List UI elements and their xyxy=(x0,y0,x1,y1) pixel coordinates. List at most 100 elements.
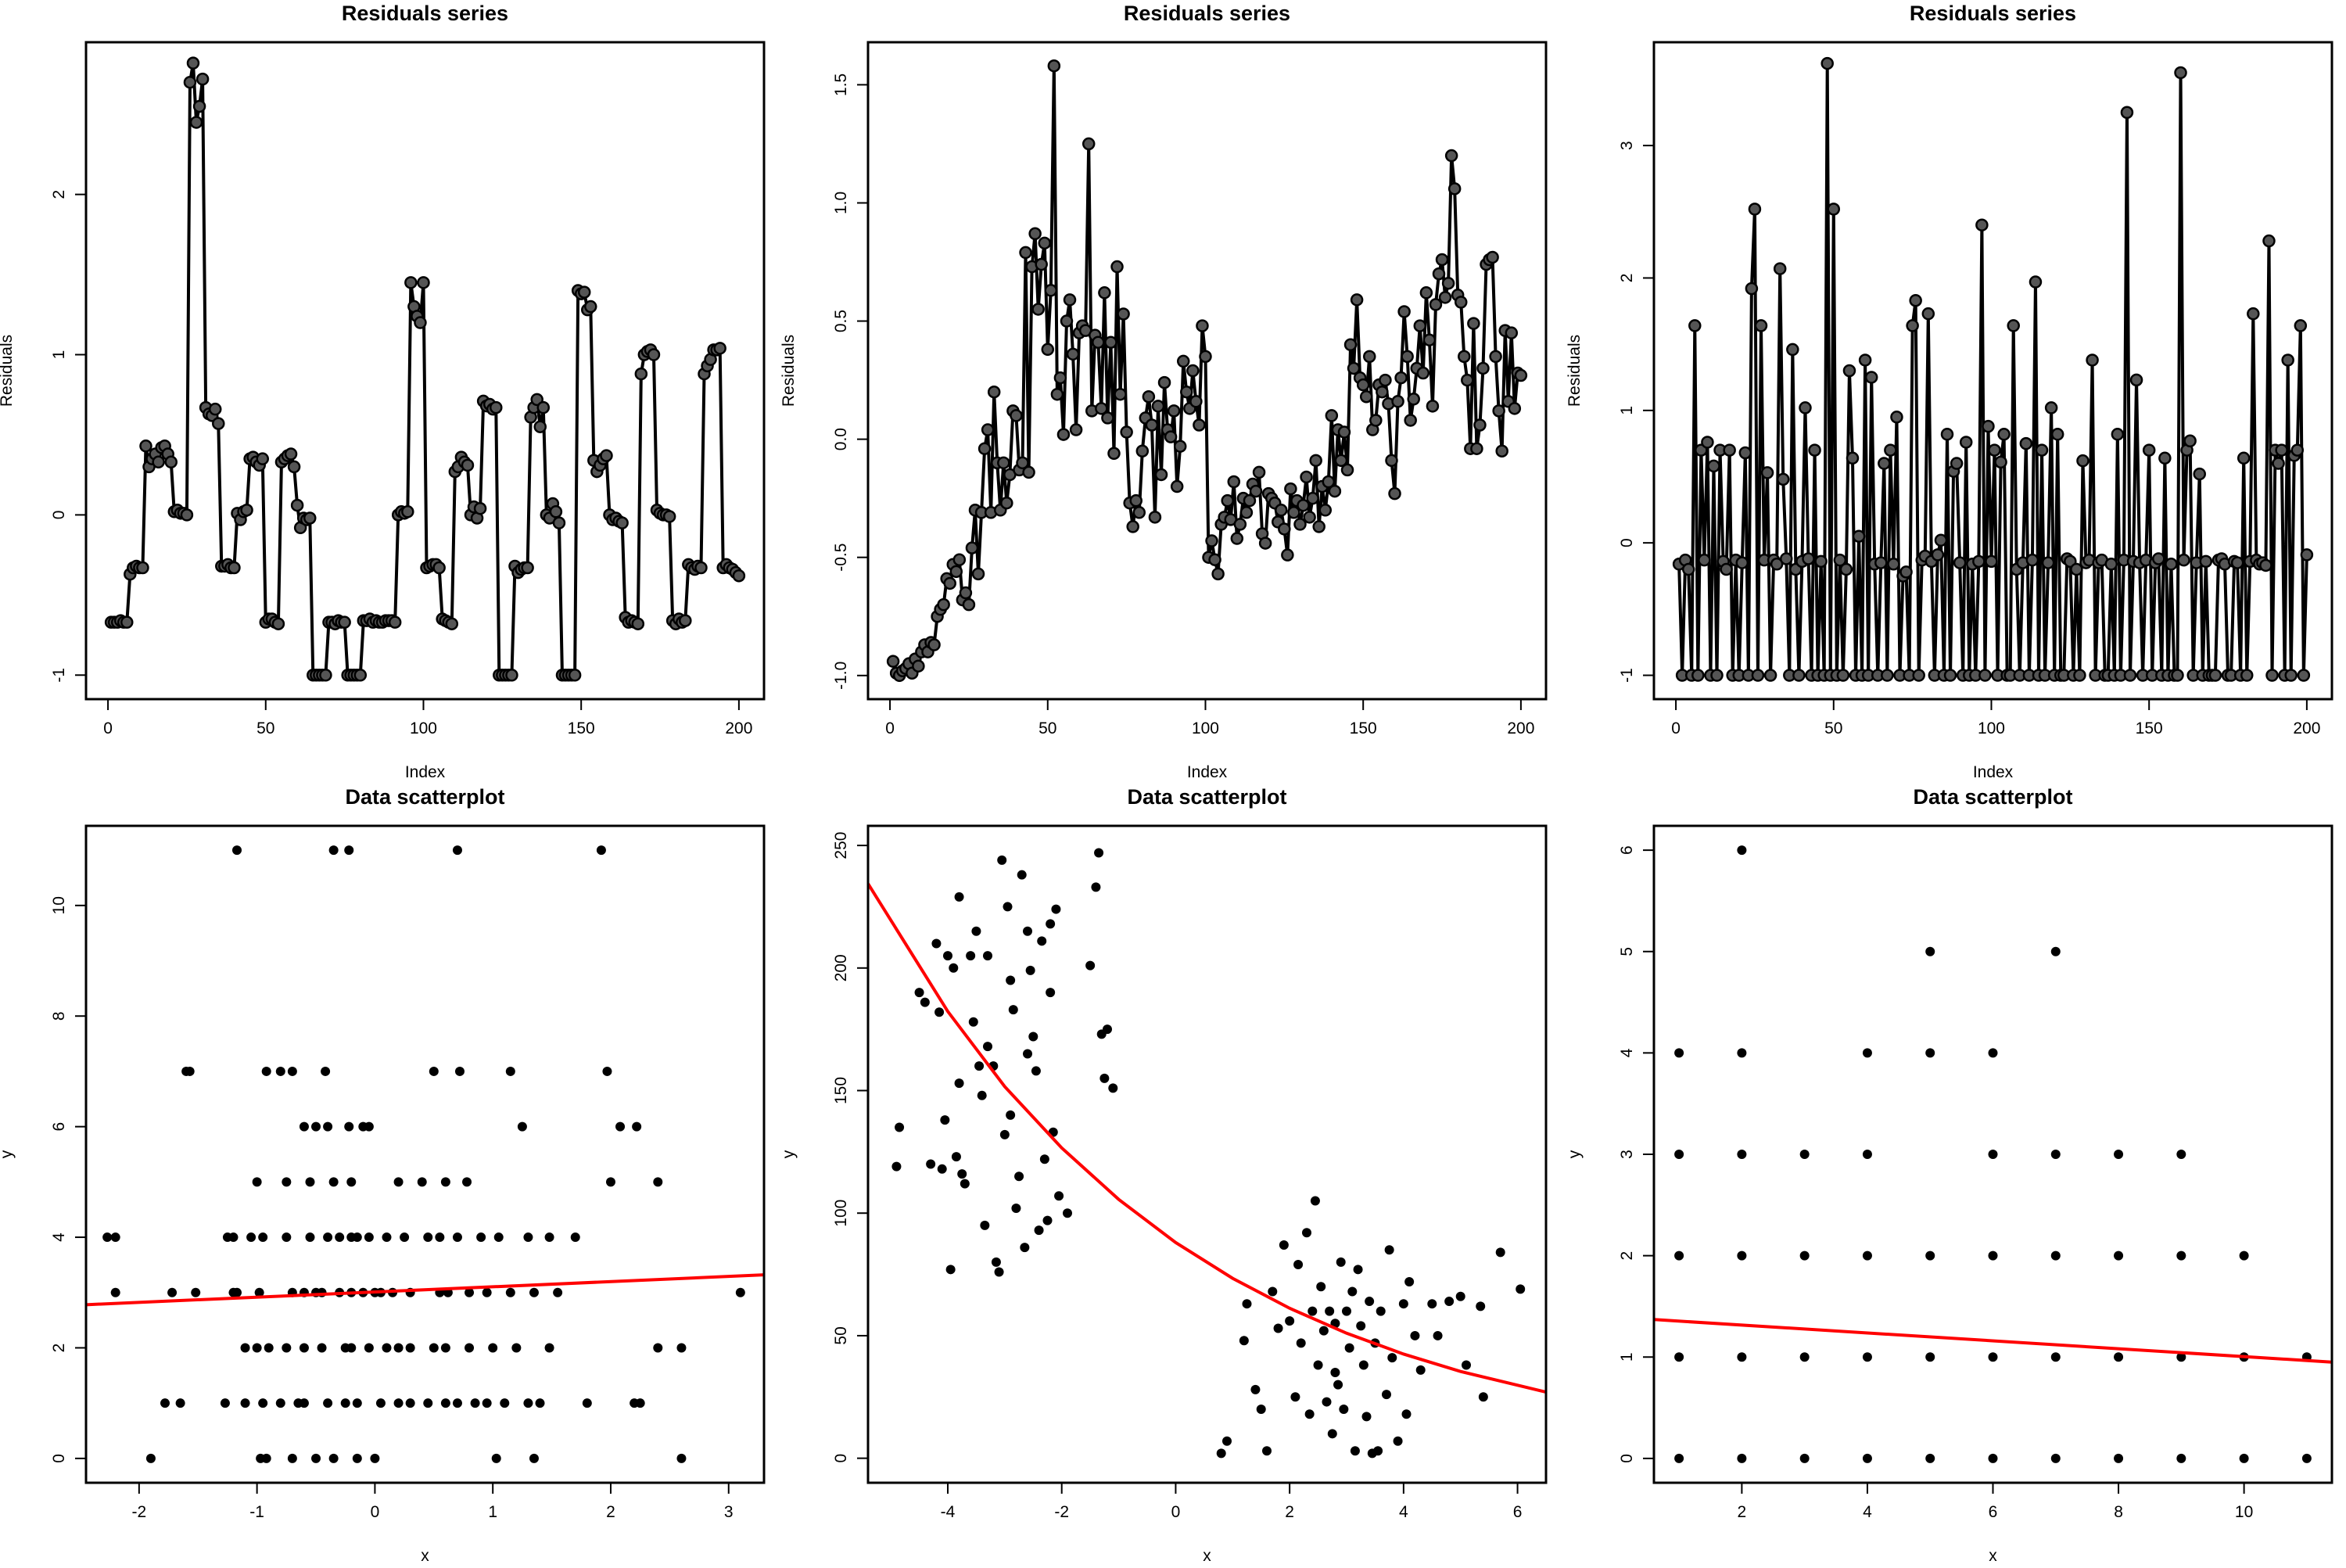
data-point xyxy=(914,988,924,998)
data-point xyxy=(1135,444,1150,457)
data-point xyxy=(1101,411,1114,425)
fit-line xyxy=(868,882,1546,1394)
data-point xyxy=(1786,343,1799,357)
data-point xyxy=(535,1398,545,1408)
data-point xyxy=(1126,520,1139,533)
data-point xyxy=(1290,1392,1300,1402)
data-point xyxy=(335,1233,345,1243)
data-point xyxy=(1343,338,1358,352)
data-point xyxy=(1940,428,1954,441)
data-point xyxy=(328,845,339,856)
data-point xyxy=(1310,1196,1320,1206)
data-point xyxy=(452,1398,462,1408)
data-point xyxy=(1413,319,1427,332)
data-point xyxy=(2281,353,2294,367)
data-point xyxy=(1401,350,1414,364)
data-point xyxy=(465,1343,475,1353)
data-point xyxy=(511,1343,522,1353)
data-point xyxy=(1082,137,1096,151)
data-point xyxy=(1836,669,1850,682)
data-point xyxy=(2208,669,2222,682)
data-point xyxy=(1994,455,2007,469)
y-tick-label: 2 xyxy=(50,1344,68,1353)
x-tick-label: 2 xyxy=(1738,1503,1747,1521)
data-point xyxy=(1256,1404,1266,1414)
data-point xyxy=(1799,1250,1810,1261)
data-point xyxy=(1376,385,1389,399)
data-point xyxy=(937,597,950,612)
data-point xyxy=(1330,1367,1340,1377)
data-point xyxy=(102,1233,113,1243)
data-point xyxy=(582,1398,592,1408)
data-point xyxy=(400,1233,410,1243)
data-point xyxy=(1361,1412,1372,1422)
data-point xyxy=(1934,533,1948,547)
data-point xyxy=(240,503,253,517)
data-point xyxy=(2029,275,2043,289)
data-point xyxy=(1281,548,1294,562)
data-point xyxy=(505,669,518,682)
plot-frame xyxy=(1652,824,2333,1484)
data-point xyxy=(417,1177,427,1187)
y-tick-label: 2 xyxy=(50,190,68,199)
data-point xyxy=(1416,366,1430,380)
data-point xyxy=(252,1177,262,1187)
chart-title: Data scatterplot xyxy=(1127,785,1286,809)
data-point xyxy=(275,1066,285,1076)
data-point xyxy=(1006,975,1016,985)
data-point xyxy=(1447,182,1462,196)
data-point xyxy=(1978,669,1992,682)
data-point xyxy=(1016,456,1029,470)
data-point xyxy=(1862,1250,1872,1261)
data-point xyxy=(1458,350,1471,364)
data-point xyxy=(493,1233,504,1243)
data-point xyxy=(1462,1360,1471,1370)
y-axis-label: y xyxy=(780,1150,798,1158)
data-point xyxy=(305,1233,315,1243)
y-tick-label: 3 xyxy=(1618,141,1636,150)
data-point xyxy=(1020,1243,1030,1253)
data-point xyxy=(2176,1150,2186,1159)
data-point xyxy=(533,420,547,433)
data-point xyxy=(1022,465,1035,479)
data-point xyxy=(997,855,1007,865)
data-point xyxy=(261,1453,271,1463)
data-point xyxy=(1862,1453,1872,1463)
data-point xyxy=(388,615,402,629)
data-point xyxy=(1342,1306,1351,1316)
chart-title: Data scatterplot xyxy=(1913,785,2072,809)
data-point xyxy=(1735,556,1749,569)
data-point xyxy=(536,400,551,414)
data-point xyxy=(529,1287,539,1297)
data-point xyxy=(1034,1225,1044,1236)
data-point xyxy=(212,417,225,430)
data-point xyxy=(183,75,197,89)
x-tick-label: 50 xyxy=(1824,719,1842,737)
data-point xyxy=(1953,556,1967,569)
data-point xyxy=(602,1066,612,1076)
data-point xyxy=(491,1453,501,1463)
data-point xyxy=(1492,404,1505,418)
data-point xyxy=(264,1343,274,1353)
data-point xyxy=(1312,520,1325,533)
data-point xyxy=(1674,1048,1684,1058)
data-point xyxy=(232,845,242,856)
data-point xyxy=(1350,1446,1360,1456)
data-point xyxy=(1982,419,1995,433)
data-point xyxy=(1985,554,1998,569)
data-point xyxy=(1881,669,1894,682)
data-point xyxy=(454,1066,465,1076)
plot-area xyxy=(104,56,746,682)
data-point xyxy=(440,1177,450,1187)
data-point xyxy=(2050,1250,2061,1261)
x-tick-label: 4 xyxy=(1863,1503,1872,1521)
data-point xyxy=(470,1398,480,1408)
x-tick-label: 0 xyxy=(103,719,113,737)
data-point xyxy=(1988,1453,1998,1463)
data-point xyxy=(284,447,298,461)
data-point xyxy=(1833,553,1847,567)
data-point xyxy=(2290,443,2305,457)
data-point xyxy=(1379,373,1392,387)
x-axis-label: x xyxy=(1989,1547,1997,1564)
data-point xyxy=(186,56,200,70)
